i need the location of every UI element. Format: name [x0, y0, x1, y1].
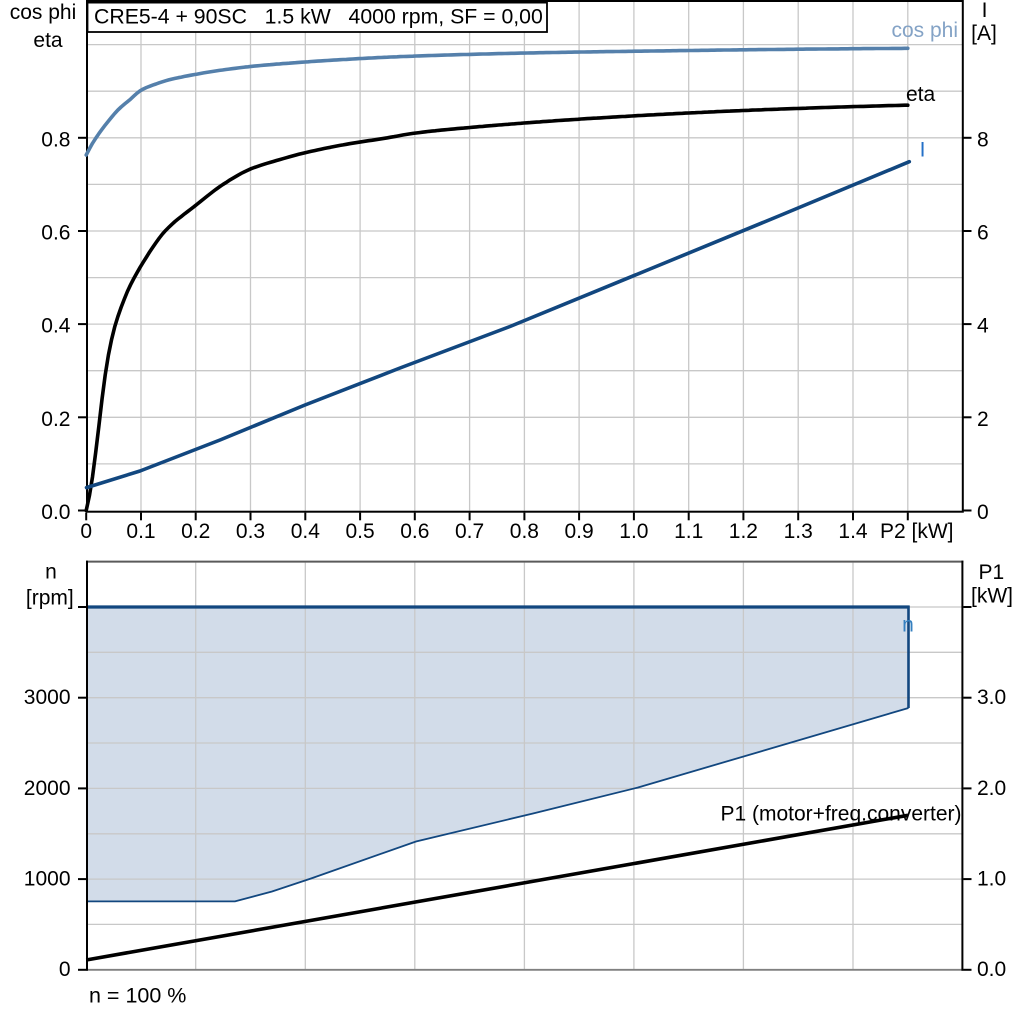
- svg-text:[A]: [A]: [971, 22, 997, 45]
- svg-text:P1: P1: [979, 561, 1005, 584]
- svg-text:1.1: 1.1: [674, 520, 703, 543]
- svg-text:0.6: 0.6: [41, 222, 70, 245]
- svg-text:3000: 3000: [24, 686, 71, 709]
- svg-text:1.0: 1.0: [977, 868, 1006, 891]
- svg-text:0.8: 0.8: [510, 520, 539, 543]
- svg-text:0.7: 0.7: [455, 520, 484, 543]
- svg-text:n = 100 %: n = 100 %: [89, 983, 186, 1007]
- svg-text:1.3: 1.3: [784, 520, 813, 543]
- svg-text:3.0: 3.0: [977, 686, 1006, 709]
- svg-text:0.8: 0.8: [41, 128, 70, 151]
- svg-text:0: 0: [977, 501, 989, 524]
- svg-text:0.6: 0.6: [400, 520, 429, 543]
- svg-text:eta: eta: [906, 83, 936, 106]
- svg-text:0.0: 0.0: [41, 501, 70, 524]
- svg-text:0.9: 0.9: [564, 520, 593, 543]
- svg-text:0.1: 0.1: [126, 520, 155, 543]
- svg-text:0: 0: [59, 958, 71, 981]
- svg-text:1.2: 1.2: [729, 520, 758, 543]
- svg-text:0.3: 0.3: [236, 520, 265, 543]
- svg-text:4: 4: [977, 315, 989, 338]
- svg-text:2: 2: [977, 408, 989, 431]
- svg-text:[kW]: [kW]: [971, 585, 1013, 608]
- svg-text:6: 6: [977, 222, 989, 245]
- svg-text:cos phi: cos phi: [891, 19, 958, 42]
- svg-text:1.4: 1.4: [838, 520, 868, 543]
- svg-text:n: n: [45, 560, 57, 583]
- svg-text:P2 [kW]: P2 [kW]: [880, 520, 954, 543]
- svg-text:I: I: [920, 139, 926, 162]
- svg-text:0.5: 0.5: [345, 520, 374, 543]
- svg-text:I: I: [982, 0, 988, 22]
- svg-text:0.2: 0.2: [181, 520, 210, 543]
- svg-text:CRE5-4 + 90SC 1.5 kW 4000: CRE5-4 + 90SC 1.5 kW 4000 rpm, SF = 0,00: [94, 4, 543, 28]
- svg-text:8: 8: [977, 128, 989, 151]
- svg-text:2000: 2000: [24, 777, 71, 800]
- svg-text:2.0: 2.0: [977, 777, 1006, 800]
- svg-text:0.4: 0.4: [291, 520, 321, 543]
- svg-text:cos phi: cos phi: [10, 1, 77, 24]
- svg-text:1000: 1000: [24, 868, 71, 891]
- svg-text:0.4: 0.4: [41, 315, 71, 338]
- svg-text:0: 0: [80, 520, 92, 543]
- svg-text:0.2: 0.2: [41, 408, 70, 431]
- svg-text:eta: eta: [33, 29, 63, 52]
- svg-text:1.0: 1.0: [619, 520, 648, 543]
- svg-text:0.0: 0.0: [977, 958, 1006, 981]
- svg-text:[rpm]: [rpm]: [26, 586, 74, 609]
- svg-text:P1 (motor+freq.converter): P1 (motor+freq.converter): [720, 803, 961, 826]
- svg-text:n: n: [902, 614, 914, 637]
